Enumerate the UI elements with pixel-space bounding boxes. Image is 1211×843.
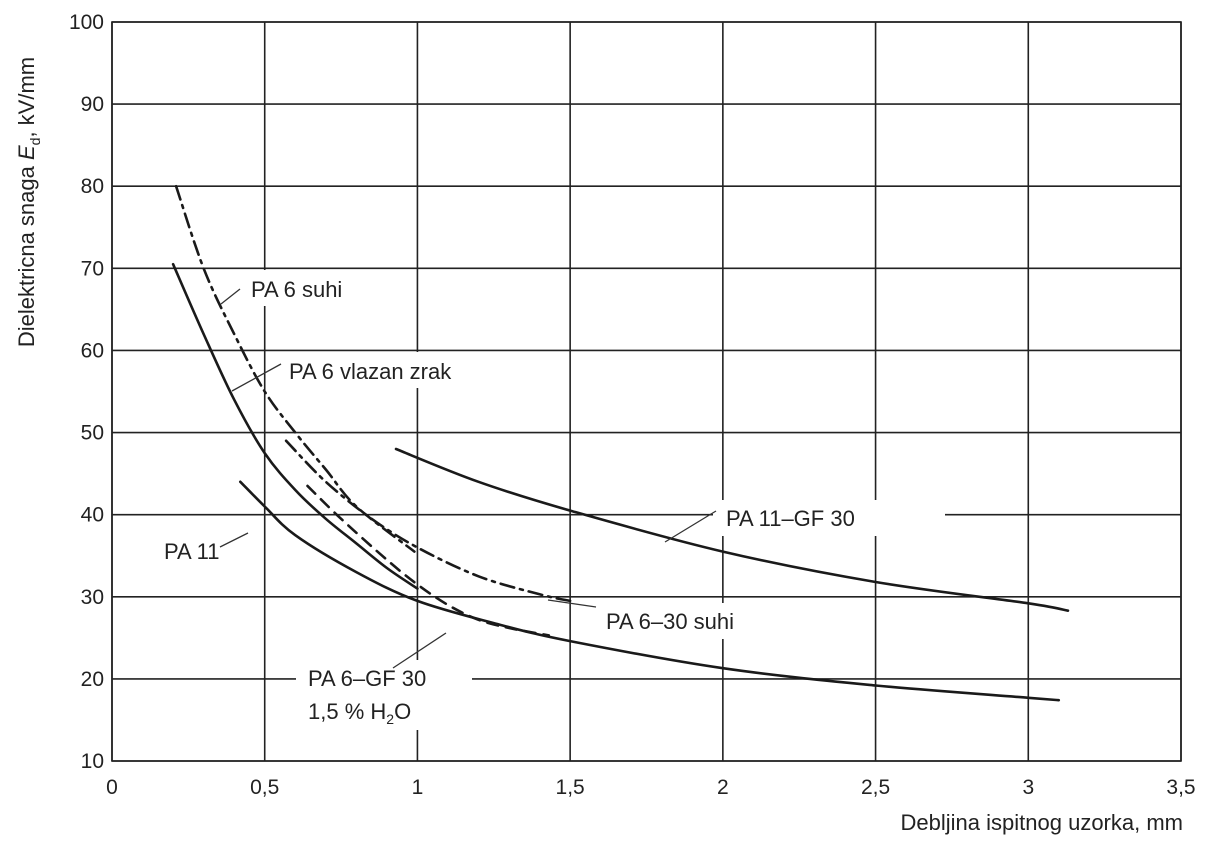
series-line-1 xyxy=(171,262,419,590)
annotation-background xyxy=(238,270,358,306)
y-axis-label-unit: , kV/mm xyxy=(14,57,39,138)
annotation-background-layer xyxy=(152,270,945,730)
annotation-leader-line xyxy=(392,632,447,669)
annotation-pa6-gf30-line2-suffix: O xyxy=(394,699,411,724)
x-tick-label: 0,5 xyxy=(250,776,279,799)
y-tick-label: 10 xyxy=(81,750,104,773)
annotation-background xyxy=(279,352,493,388)
series-line-5 xyxy=(306,484,551,637)
x-tick-label: 1 xyxy=(412,776,424,799)
annotation-leader-line xyxy=(220,288,241,305)
annotation-pa6-gf30-line2: 1,5 % H2O xyxy=(308,699,411,727)
annotation-pa6-vlazan-zrak: PA 6 vlazan zrak xyxy=(289,359,452,384)
y-tick-label: 30 xyxy=(81,586,104,609)
annotation-background xyxy=(296,660,472,730)
grid-layer xyxy=(111,21,1182,762)
x-tick-label: 0 xyxy=(106,776,118,799)
y-tick-label: 60 xyxy=(81,339,104,362)
y-axis-label: Dielektricna snaga Ed, kV/mm xyxy=(14,57,43,347)
series-line-4 xyxy=(284,439,572,603)
tick-label-layer: 0 0,5 1 1,5 2 2,5 3 3,5 10 20 30 40 50 60 70 80 90 100 xyxy=(69,11,1196,799)
series-line-3 xyxy=(394,447,1070,612)
x-tick-label: 1,5 xyxy=(556,776,585,799)
x-axis-label: Debljina ispitnog uzorka, mm xyxy=(901,810,1183,835)
annotation-background xyxy=(152,534,244,568)
series-layer xyxy=(171,184,1070,702)
plot-frame xyxy=(111,21,1182,762)
annotation-pa6-gf30-line2-subscript: 2 xyxy=(386,711,394,727)
annotation-leader-line xyxy=(664,510,717,543)
annotation-background xyxy=(713,500,945,536)
x-tick-label: 3,5 xyxy=(1166,776,1195,799)
annotation-leader-line xyxy=(219,532,249,548)
y-axis-label-main: Dielektricna snaga xyxy=(14,160,39,347)
x-tick-label: 2 xyxy=(717,776,729,799)
y-axis-label-subscript: d xyxy=(27,138,43,146)
annotation-background xyxy=(594,603,778,639)
annotation-pa11: PA 11 xyxy=(164,539,219,564)
annotation-leader-line xyxy=(547,599,597,608)
annotation-pa6-suhi: PA 6 suhi xyxy=(251,277,342,302)
y-tick-label: 70 xyxy=(81,257,104,280)
y-tick-label: 100 xyxy=(69,11,104,34)
y-tick-label: 40 xyxy=(81,504,104,527)
y-axis-label-symbol: E xyxy=(14,145,39,160)
y-tick-label: 90 xyxy=(81,93,104,116)
annotation-pa11-gf30: PA 11–GF 30 xyxy=(726,506,855,531)
y-tick-label: 80 xyxy=(81,175,104,198)
x-tick-label: 3 xyxy=(1022,776,1034,799)
annotation-pa6-gf30-line1: PA 6–GF 30 xyxy=(308,666,426,691)
leader-line-layer xyxy=(219,288,717,669)
annotation-leader-line xyxy=(231,363,282,392)
annotation-pa6-gf30-line2-prefix: 1,5 % H xyxy=(308,699,386,724)
x-tick-label: 2,5 xyxy=(861,776,890,799)
y-tick-label: 50 xyxy=(81,422,104,445)
y-tick-label: 20 xyxy=(81,668,104,691)
annotation-pa6-30-suhi: PA 6–30 suhi xyxy=(606,609,734,634)
